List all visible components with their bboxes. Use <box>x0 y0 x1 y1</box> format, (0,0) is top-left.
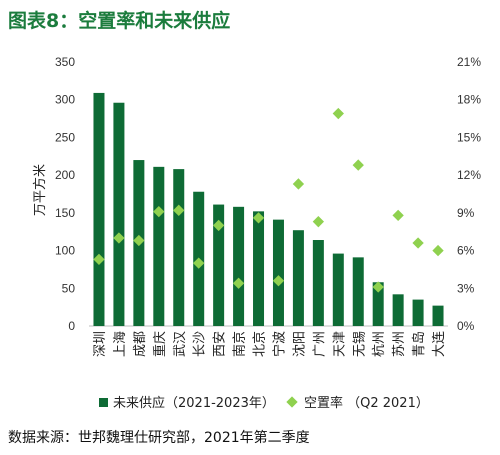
category-label: 广州 <box>312 331 327 357</box>
bar <box>253 211 265 326</box>
bar <box>432 305 444 326</box>
category-label: 长沙 <box>193 331 208 357</box>
y2-tick-label: 12% <box>457 168 481 182</box>
y-axis-label: 万平方米 <box>32 164 48 216</box>
y2-tick-label: 9% <box>457 206 475 220</box>
y-tick-label: 100 <box>55 244 75 258</box>
category-label: 宁波 <box>271 331 287 357</box>
legend-diamond-swatch <box>286 396 298 408</box>
category-label: 上海 <box>113 331 128 357</box>
vacancy-point <box>372 281 384 293</box>
vacancy-point <box>193 257 205 269</box>
legend-bar-swatch <box>99 398 108 407</box>
category-label: 无锡 <box>352 331 367 357</box>
category-label: 南京 <box>232 331 248 357</box>
category-label: 重庆 <box>152 331 168 357</box>
legend-diamond-label: 空置率 （Q2 2021） <box>304 395 429 411</box>
vacancy-point <box>133 234 145 247</box>
bar <box>113 102 125 326</box>
y2-tick-label: 18% <box>457 93 481 107</box>
vacancy-point <box>173 204 185 216</box>
category-label: 沈阳 <box>292 331 307 357</box>
legend: 未来供应（2021-2023年） 空置率 （Q2 2021） <box>99 395 429 411</box>
category-label: 苏州 <box>391 331 407 357</box>
vacancy-point <box>153 205 165 218</box>
bar <box>332 253 344 326</box>
category-label: 大连 <box>431 331 447 357</box>
y2-tick-label: 6% <box>457 244 475 258</box>
bar <box>352 257 364 326</box>
bar <box>213 204 225 326</box>
vacancy-point <box>352 159 364 171</box>
vacancy-point <box>312 216 325 228</box>
bar <box>372 282 384 326</box>
y-tick-label: 50 <box>62 281 76 295</box>
vacancy-point <box>212 219 225 232</box>
category-label: 北京 <box>253 331 268 357</box>
category-label: 青岛 <box>411 331 427 357</box>
bar <box>412 299 424 326</box>
vacancy-point <box>412 237 424 249</box>
chart: 0 50 100 150 200 250 300 350 0% 3% 6% 9% 12% 15% 18% 21… <box>32 55 481 411</box>
vacancy-point <box>432 244 444 257</box>
y-tick-label: 200 <box>55 168 75 182</box>
y-tick-label: 300 <box>55 93 75 107</box>
y-tick-label: 0 <box>68 319 75 333</box>
bar <box>233 206 245 326</box>
vacancy-point <box>252 212 265 224</box>
y2-tick-label: 3% <box>457 281 475 295</box>
category-label: 天津 <box>332 331 347 357</box>
vacancy-point <box>292 178 305 190</box>
y2-tick-label: 0% <box>457 319 475 333</box>
source-note: 数据来源：世邦魏理仕研究部，2021年第二季度 <box>8 430 310 446</box>
bar <box>312 240 324 326</box>
bar <box>173 169 185 326</box>
category-label: 杭州 <box>372 331 387 357</box>
category-label: 成都 <box>133 331 148 357</box>
category-label: 武汉 <box>173 331 188 357</box>
vacancy-point <box>332 107 344 120</box>
bar <box>292 230 304 326</box>
category-label: 深圳 <box>93 331 108 357</box>
y2-tick-label: 21% <box>457 55 481 69</box>
chart-title: 图表8：空置率和未来供应 <box>8 10 231 32</box>
bar <box>153 166 165 326</box>
plot-area: 0 50 100 150 200 250 300 350 0% 3% 6% 9% 12% 15% 18% 21… <box>55 55 481 357</box>
y-tick-label: 350 <box>55 55 75 69</box>
legend-bar-label: 未来供应（2021-2023年） <box>113 395 275 411</box>
bar <box>392 294 404 326</box>
y-tick-label: 250 <box>55 130 75 144</box>
vacancy-point <box>232 277 245 289</box>
vacancy-point <box>272 275 285 287</box>
bar <box>93 92 105 326</box>
bar <box>272 219 284 326</box>
y-tick-label: 150 <box>55 206 75 220</box>
vacancy-point <box>392 209 404 222</box>
category-label: 西安 <box>213 331 228 357</box>
y2-tick-label: 15% <box>457 130 481 144</box>
